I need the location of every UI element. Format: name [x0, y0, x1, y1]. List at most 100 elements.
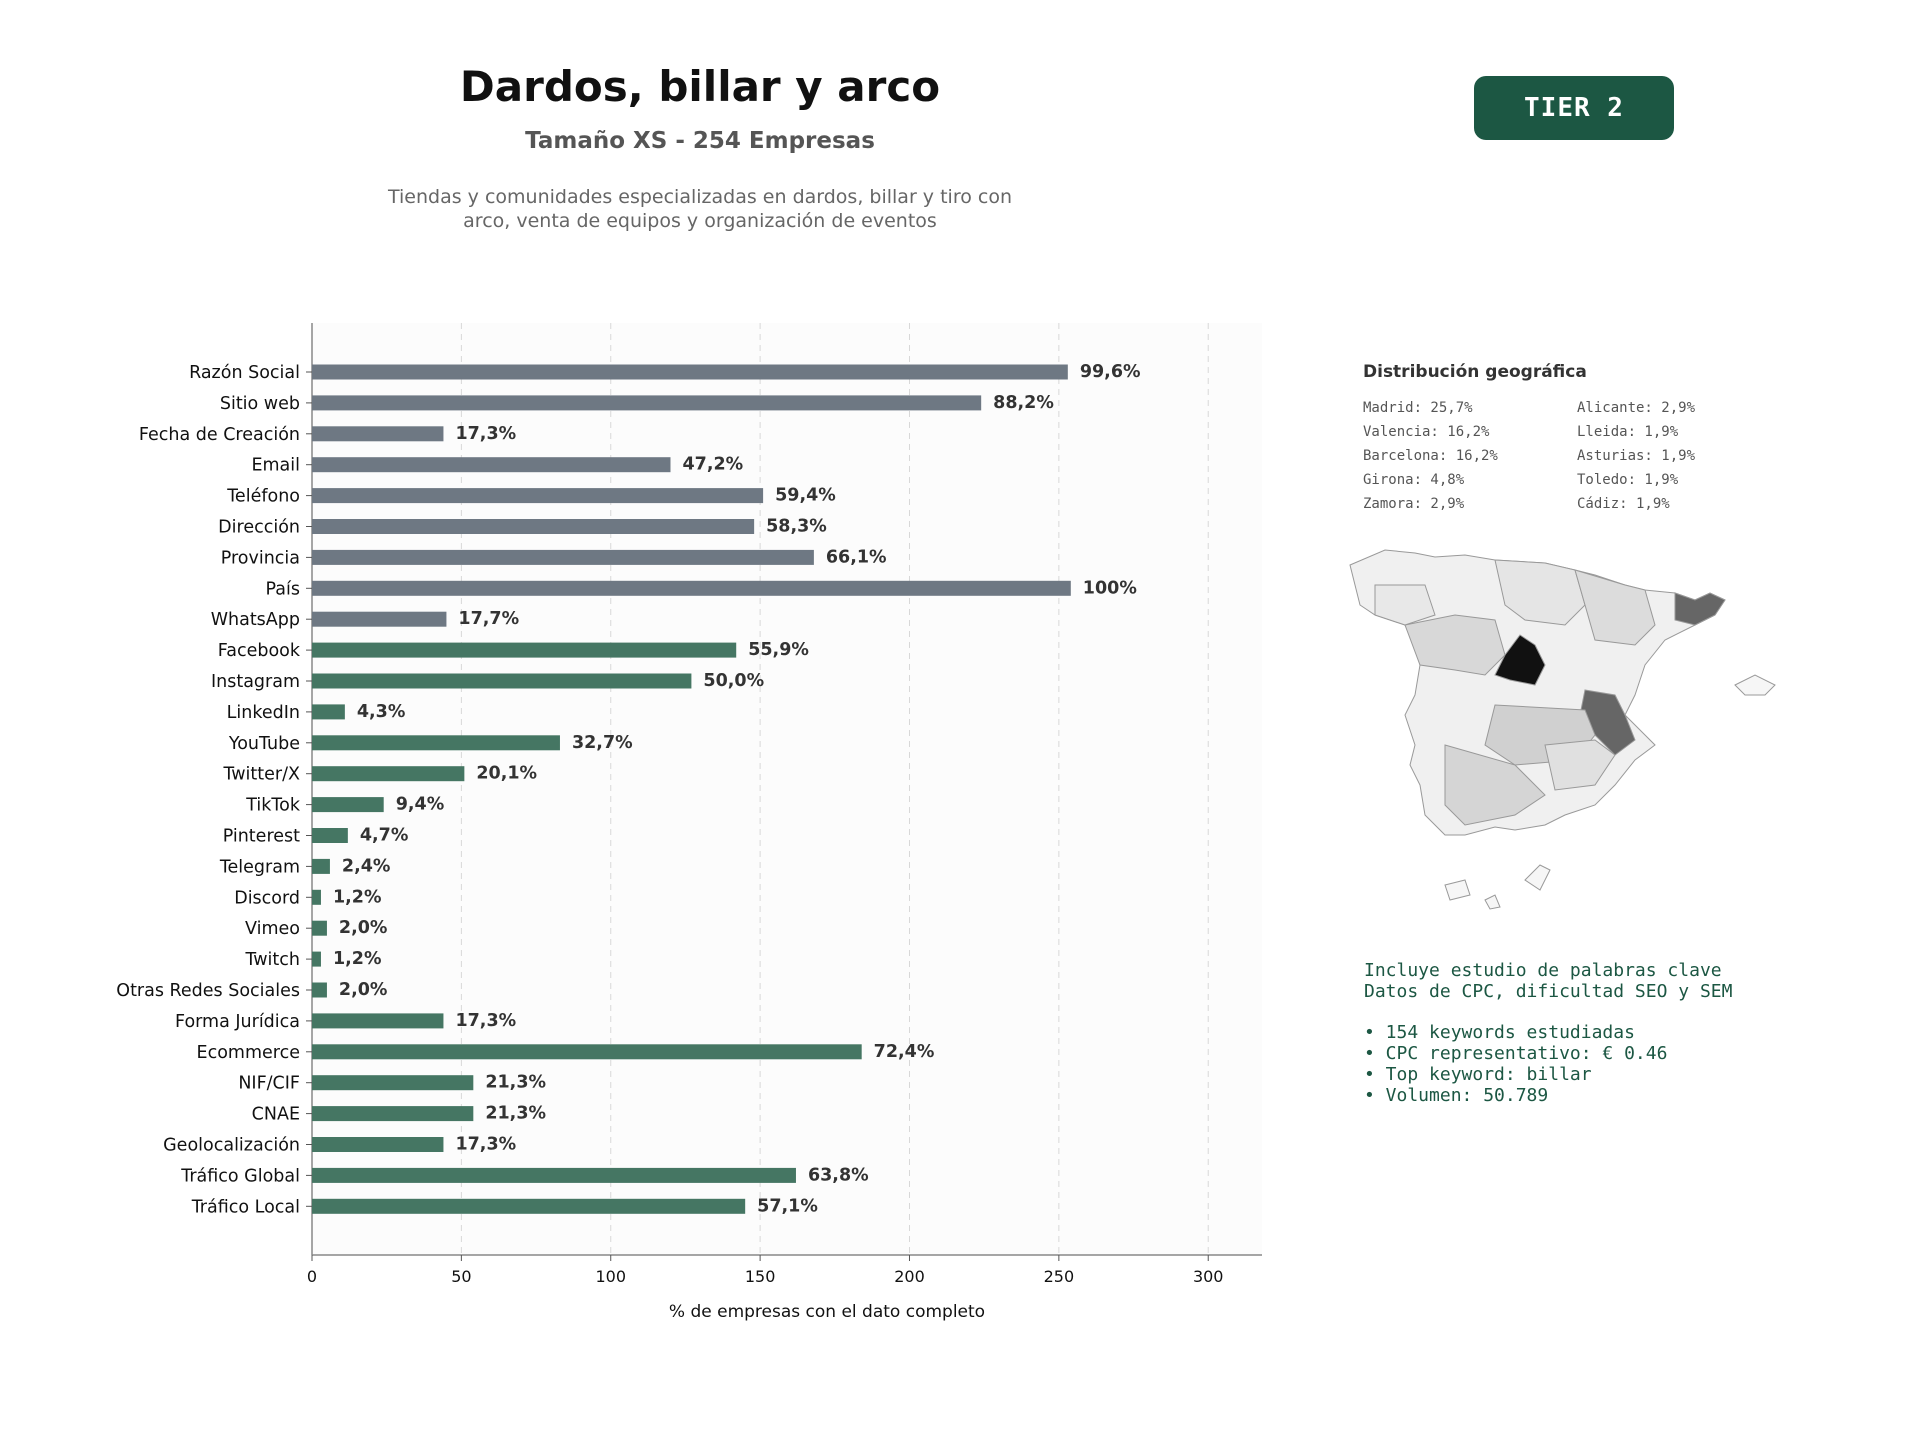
map-region	[1494, 559, 1586, 626]
bar	[312, 395, 982, 411]
category-label: País	[266, 579, 300, 599]
bar	[312, 519, 755, 534]
bar	[312, 549, 814, 565]
category-label: LinkedIn	[227, 703, 300, 723]
bar	[312, 1198, 746, 1214]
info-bullet: • 154 keywords estudiadas	[1364, 1022, 1635, 1043]
x-tick-label: 100	[595, 1267, 626, 1286]
category-label: Dirección	[218, 518, 300, 538]
data-label: 88,2%	[993, 393, 1054, 413]
info-bullet: • Volumen: 50.789	[1364, 1085, 1549, 1106]
data-label: 63,8%	[808, 1165, 869, 1185]
map-region	[1734, 674, 1776, 696]
category-label: Twitch	[244, 950, 300, 970]
data-label: 9,4%	[396, 795, 445, 815]
geo-item: Girona: 4,8%	[1363, 472, 1465, 488]
bar	[312, 766, 465, 782]
x-tick-label: 200	[894, 1267, 925, 1286]
x-tick-label: 250	[1044, 1267, 1075, 1286]
category-label: Vimeo	[245, 919, 300, 939]
category-label: Teléfono	[226, 487, 300, 507]
category-label: Geolocalización	[163, 1136, 300, 1156]
data-label: 57,1%	[757, 1196, 818, 1216]
data-label: 99,6%	[1080, 362, 1141, 382]
geo-item: Barcelona: 16,2%	[1363, 448, 1498, 464]
category-label: Otras Redes Sociales	[116, 981, 300, 1001]
category-label: Email	[251, 456, 300, 476]
plot-background	[312, 323, 1262, 1255]
geo-item: Madrid: 25,7%	[1363, 400, 1473, 416]
category-label: CNAE	[252, 1105, 300, 1125]
info-bullet: • CPC representativo: € 0.46	[1364, 1043, 1668, 1064]
data-label: 2,4%	[342, 856, 391, 876]
data-label: 17,7%	[458, 609, 519, 629]
bar	[312, 1106, 474, 1122]
map-region	[1494, 634, 1546, 686]
category-label: Telegram	[219, 857, 300, 877]
geo-item: Zamora: 2,9%	[1363, 496, 1465, 512]
bar	[312, 457, 671, 473]
bar	[312, 1075, 474, 1091]
category-label: Forma Jurídica	[175, 1012, 300, 1032]
category-label: WhatsApp	[211, 610, 300, 630]
bar	[312, 797, 384, 813]
bar	[312, 1013, 444, 1029]
bar	[312, 704, 345, 720]
category-label: Ecommerce	[197, 1043, 300, 1063]
x-tick-label: 150	[745, 1267, 776, 1286]
page-subtitle: Tamaño XS - 254 Empresas	[525, 128, 875, 154]
spain-map	[1349, 549, 1776, 910]
map-region	[1544, 739, 1616, 791]
category-label: Fecha de Creación	[139, 425, 300, 445]
bar	[312, 735, 560, 751]
geo-item: Alicante: 2,9%	[1577, 400, 1696, 416]
data-label: 4,7%	[360, 826, 409, 846]
geo-item: Toledo: 1,9%	[1577, 472, 1679, 488]
geo-item: Asturias: 1,9%	[1577, 448, 1696, 464]
data-label: 20,1%	[476, 764, 537, 784]
info-line-2: Datos de CPC, dificultad SEO y SEM	[1364, 981, 1733, 1002]
data-label: 59,4%	[775, 486, 836, 506]
bar	[312, 1044, 862, 1060]
keyword-info: Incluye estudio de palabras clave Datos …	[1364, 960, 1732, 1106]
data-label: 58,3%	[766, 517, 827, 537]
bar	[312, 364, 1068, 380]
data-label: 21,3%	[485, 1073, 546, 1093]
bar-chart: 0 50 100 150 200 250 300 % de empresas con el d…	[116, 323, 1262, 1322]
tier-badge: TIER 2	[1474, 76, 1674, 140]
map-region	[1404, 614, 1506, 676]
x-tick-label: 300	[1193, 1267, 1224, 1286]
bar	[312, 580, 1071, 596]
category-label: Razón Social	[189, 363, 300, 383]
description-line-1: Tiendas y comunidades especializadas en …	[387, 186, 1012, 208]
map-region	[1524, 864, 1551, 891]
x-axis-label: % de empresas con el dato completo	[669, 1302, 985, 1322]
data-label: 1,2%	[333, 949, 382, 969]
geo-item: Valencia: 16,2%	[1363, 424, 1490, 440]
info-line-1: Incluye estudio de palabras clave	[1364, 960, 1722, 981]
category-label: Twitter/X	[222, 765, 300, 785]
bar	[312, 642, 737, 658]
data-label: 17,3%	[455, 424, 516, 444]
category-label: TikTok	[245, 796, 301, 816]
data-label: 4,3%	[357, 702, 406, 722]
data-label: 66,1%	[826, 547, 887, 567]
category-label: Tráfico Local	[191, 1197, 300, 1217]
bar	[312, 1137, 444, 1152]
data-label: 17,3%	[455, 1135, 516, 1155]
data-label: 17,3%	[455, 1011, 516, 1031]
bar	[312, 673, 692, 689]
data-label: 55,9%	[748, 640, 809, 660]
geo-title: Distribución geográfica	[1363, 362, 1587, 382]
bar	[312, 426, 444, 442]
bar	[312, 889, 321, 905]
geo-item: Cádiz: 1,9%	[1577, 496, 1670, 512]
bar	[312, 1167, 796, 1183]
category-label: Tráfico Global	[180, 1166, 300, 1186]
category-label: Discord	[234, 888, 300, 908]
category-label: Instagram	[211, 672, 300, 692]
geo-distribution-list: Madrid: 25,7% Alicante: 2,9% Valencia: 1…	[1363, 400, 1783, 512]
description-line-2: arco, venta de equipos y organización de…	[463, 210, 937, 232]
page-title: Dardos, billar y arco	[459, 62, 941, 111]
category-label: Provincia	[221, 548, 300, 568]
